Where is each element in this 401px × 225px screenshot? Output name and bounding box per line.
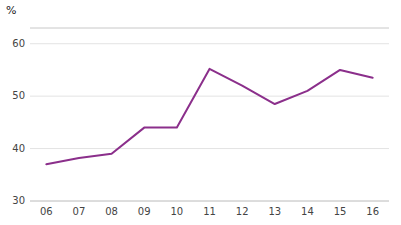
x-tick-label: 14 (301, 206, 314, 217)
grid-line (30, 148, 389, 149)
x-tick-label: 15 (334, 206, 347, 217)
x-tick-label: 13 (268, 206, 281, 217)
y-tick-label: 60 (12, 38, 25, 49)
chart-svg: 30 40 50 60 06 07 08 09 10 11 12 13 14 15 16% (0, 0, 401, 225)
x-tick-label: 10 (170, 206, 183, 217)
x-axis-line (30, 201, 389, 202)
y-axis-label: % (6, 4, 16, 17)
data-line (46, 69, 372, 164)
x-tick-label: 11 (203, 206, 216, 217)
x-tick-label: 12 (236, 206, 249, 217)
top-border (30, 28, 389, 29)
x-tick-label: 09 (138, 206, 151, 217)
grid-line (30, 96, 389, 97)
y-tick-label: 40 (12, 143, 25, 154)
x-tick-label: 07 (73, 206, 86, 217)
x-tick-label: 08 (105, 206, 118, 217)
x-tick-label: 16 (366, 206, 379, 217)
grid-line (30, 201, 389, 202)
x-tick-label: 06 (40, 206, 53, 217)
chart-container: 30 40 50 60 06 07 08 09 10 11 12 13 14 15 16% (0, 0, 401, 225)
grid-line (30, 43, 389, 44)
plot-area (46, 69, 372, 164)
y-tick-label: 30 (12, 195, 25, 206)
y-tick-label: 50 (12, 90, 25, 101)
